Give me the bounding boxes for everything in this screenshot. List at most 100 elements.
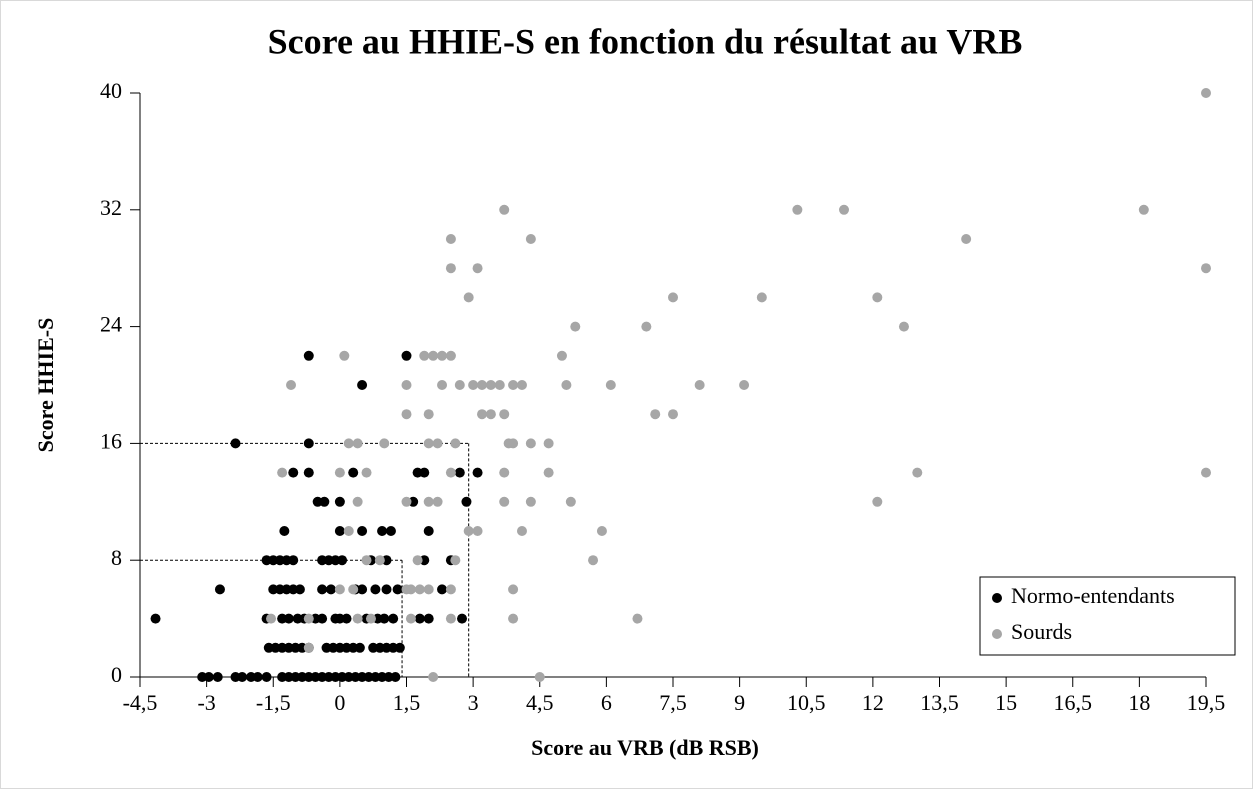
- legend-box: [979, 576, 1236, 656]
- point: [405, 613, 416, 624]
- point: [839, 204, 850, 215]
- point: [405, 584, 416, 595]
- point: [445, 234, 456, 244]
- point: [1138, 204, 1149, 215]
- point: [339, 350, 350, 361]
- point: [454, 467, 465, 478]
- point: [570, 321, 581, 332]
- point: [432, 438, 443, 449]
- point: [463, 526, 474, 536]
- y-tick-label: 32: [100, 195, 122, 220]
- point: [423, 613, 434, 624]
- point: [419, 467, 430, 478]
- point: [303, 613, 314, 624]
- point: [508, 613, 519, 624]
- point: [423, 526, 434, 536]
- point: [352, 496, 363, 507]
- point: [445, 613, 456, 624]
- point: [445, 350, 456, 361]
- point: [534, 672, 545, 682]
- point: [494, 380, 505, 390]
- point: [596, 526, 607, 536]
- point: [739, 380, 750, 390]
- point: [361, 467, 372, 478]
- point: [334, 584, 345, 595]
- point: [365, 613, 376, 624]
- x-tick-label: 12: [862, 690, 884, 715]
- point: [1201, 88, 1211, 98]
- point: [898, 321, 909, 332]
- point: [525, 234, 536, 244]
- point: [379, 438, 390, 449]
- point: [605, 380, 616, 390]
- point: [283, 613, 294, 624]
- point: [354, 642, 365, 653]
- legend-label: Sourds: [1011, 619, 1072, 644]
- x-tick-label: 0: [334, 690, 345, 715]
- point: [412, 555, 423, 566]
- point: [445, 263, 456, 274]
- x-tick-label: 1,5: [393, 690, 421, 715]
- point: [445, 584, 456, 595]
- point: [756, 292, 767, 303]
- point: [203, 672, 214, 682]
- point: [428, 672, 439, 682]
- x-tick-label: -1,5: [256, 690, 291, 715]
- point: [508, 584, 519, 595]
- x-tick-label: 13,5: [920, 690, 959, 715]
- point: [485, 380, 496, 390]
- point: [525, 438, 536, 449]
- point: [385, 526, 396, 536]
- point: [472, 467, 483, 478]
- point: [401, 409, 412, 420]
- point: [499, 204, 510, 215]
- point: [394, 642, 405, 653]
- point: [437, 584, 448, 595]
- point: [477, 409, 488, 420]
- y-tick-label: 8: [111, 545, 122, 570]
- point: [461, 496, 472, 507]
- point: [437, 380, 448, 390]
- point: [401, 380, 412, 390]
- point: [450, 438, 461, 449]
- y-axis-label: Score HHIE-S: [33, 318, 58, 453]
- point: [288, 467, 299, 478]
- point: [334, 526, 345, 536]
- point: [317, 584, 328, 595]
- point: [279, 526, 290, 536]
- point: [432, 496, 443, 507]
- point: [334, 496, 345, 507]
- point: [401, 350, 412, 361]
- y-tick-label: 0: [111, 662, 122, 687]
- point: [457, 613, 468, 624]
- point: [423, 438, 434, 449]
- point: [561, 380, 572, 390]
- chart-title: Score au HHIE-S en fonction du résultat …: [268, 21, 1023, 61]
- point: [348, 584, 359, 595]
- x-tick-label: 9: [734, 690, 745, 715]
- point: [381, 584, 392, 595]
- point: [303, 350, 314, 361]
- point: [437, 350, 448, 361]
- point: [392, 584, 403, 595]
- x-tick-label: 19,5: [1187, 690, 1226, 715]
- point: [352, 438, 363, 449]
- point: [694, 380, 705, 390]
- legend-marker: [992, 629, 1002, 639]
- point: [1201, 263, 1211, 274]
- point: [428, 350, 439, 361]
- point: [277, 467, 288, 478]
- point: [468, 380, 479, 390]
- x-tick-label: -3: [197, 690, 215, 715]
- y-tick-label: 16: [100, 428, 122, 453]
- point: [499, 467, 510, 478]
- point: [423, 584, 434, 595]
- point: [261, 672, 272, 682]
- point: [641, 321, 652, 332]
- point: [423, 409, 434, 420]
- point: [357, 380, 368, 390]
- point: [445, 467, 456, 478]
- point: [286, 380, 297, 390]
